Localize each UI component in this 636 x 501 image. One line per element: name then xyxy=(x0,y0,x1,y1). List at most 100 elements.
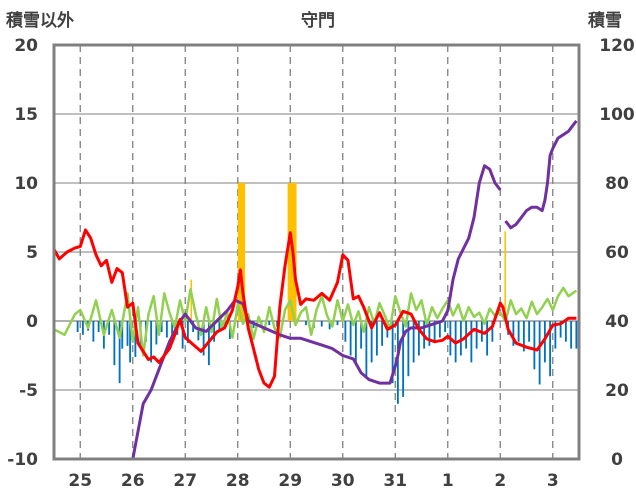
left-tick-label: -5 xyxy=(19,381,38,401)
snow_change-bar xyxy=(407,321,410,377)
snow_change-bar xyxy=(428,321,431,346)
right-tick-label: 0 xyxy=(611,450,623,470)
snow_change-bar xyxy=(538,321,541,385)
right-tick-label: 20 xyxy=(605,381,629,401)
snow_change-bar xyxy=(92,321,95,342)
left-tick-label: 20 xyxy=(14,36,38,56)
snow_change-bar xyxy=(412,321,415,363)
snow_change-bar xyxy=(113,321,116,366)
snow_change-bar xyxy=(360,321,363,349)
snow_change-bar xyxy=(150,321,153,363)
left-tick-label: 5 xyxy=(26,243,38,263)
snow_change-bar xyxy=(126,321,129,346)
snow_change-bar xyxy=(570,321,573,349)
snow_depth_2-line xyxy=(504,119,578,230)
snow_change-bar xyxy=(160,321,163,333)
temperature-line xyxy=(52,228,577,389)
snow_change-bar xyxy=(512,321,515,346)
x-tick-label: 2 xyxy=(494,471,506,491)
wind-line xyxy=(53,286,578,357)
x-tick-label: 27 xyxy=(173,471,197,491)
snow_change-bar xyxy=(349,321,352,356)
snow_change-bar xyxy=(134,321,137,357)
left-tick-label: 0 xyxy=(26,312,38,332)
snow_change-bar xyxy=(533,321,536,370)
snowfall-bar xyxy=(237,183,246,321)
left-tick-label: 10 xyxy=(14,174,38,194)
snow_change-bar xyxy=(444,321,447,333)
snow_change-bar xyxy=(320,321,323,327)
snow_change-bar xyxy=(97,321,100,333)
snow_change-bar xyxy=(391,321,394,384)
snow_change-bar xyxy=(491,321,494,342)
snow_change-bar xyxy=(213,321,216,342)
snow_change-bar xyxy=(528,321,531,342)
chart-title: 守門 xyxy=(301,10,335,31)
grid xyxy=(54,44,579,460)
snow_change-bar xyxy=(522,321,525,352)
x-tick-label: 30 xyxy=(331,471,355,491)
snow_change-bar xyxy=(381,321,384,346)
snowfall-bar xyxy=(504,231,507,321)
x-tick-label: 25 xyxy=(68,471,92,491)
snow_change-bar xyxy=(336,321,339,326)
line-layer xyxy=(52,119,578,461)
right-axis-title: 積雪 xyxy=(588,10,622,31)
right-tick-label: 100 xyxy=(599,105,635,125)
x-tick-label: 29 xyxy=(278,471,302,491)
snow_change-bar xyxy=(549,321,552,377)
snow_change-bar xyxy=(186,321,189,344)
right-tick-label: 40 xyxy=(605,312,629,332)
snow_change-bar xyxy=(305,321,307,326)
snow_change-bar xyxy=(155,321,158,345)
x-tick-label: 1 xyxy=(442,471,454,491)
snow_change-bar xyxy=(197,321,200,341)
snow_change-bar xyxy=(575,321,578,349)
snow_change-bar xyxy=(354,321,357,366)
snow_change-bar xyxy=(438,321,441,338)
plot-frame xyxy=(52,43,581,461)
left-tick-label: -10 xyxy=(7,450,38,470)
snow_change-bar xyxy=(218,321,221,331)
snow_change-bar xyxy=(365,321,368,377)
snow_change-bar xyxy=(118,321,121,384)
snow_change-bar xyxy=(543,321,546,363)
right-tick-label: 60 xyxy=(605,243,629,263)
snow_change-bar xyxy=(459,321,462,356)
snow_change-bar xyxy=(486,321,489,356)
snow_change-bar xyxy=(559,321,562,338)
snow_change-bar xyxy=(417,321,420,356)
snow_change-bar xyxy=(328,321,331,330)
tick-labels: -10 -5 0 5 10 15 20 0 20 40 60 80 100 120 25 26 27 28 29 30… xyxy=(7,36,635,491)
right-tick-label: 120 xyxy=(599,36,635,56)
x-tick-label: 31 xyxy=(383,471,407,491)
snow_change-bar xyxy=(375,321,378,356)
x-tick-label: 28 xyxy=(226,471,250,491)
snow_change-bar xyxy=(121,321,124,349)
snow_change-bar xyxy=(165,321,168,338)
snow_change-bar xyxy=(76,321,79,333)
snow_change-bar xyxy=(268,321,271,326)
snowfall-bar xyxy=(190,279,193,321)
snow_change-bar xyxy=(171,321,174,342)
snow_change-bar xyxy=(433,321,436,344)
snow_change-bar xyxy=(344,321,347,342)
left-tick-label: 15 xyxy=(14,105,38,125)
snow_change-bar xyxy=(181,321,184,349)
snow_change-bar xyxy=(129,321,132,363)
snow_change-bar xyxy=(108,321,111,335)
snow_change-bar xyxy=(396,321,399,404)
x-tick-label: 3 xyxy=(547,471,559,491)
snow_change-bar xyxy=(402,321,405,397)
snow_change-bar xyxy=(475,321,478,349)
bar-layer xyxy=(76,183,578,404)
snow_change-bar xyxy=(554,321,557,349)
snow_change-bar xyxy=(470,321,473,363)
snow_change-bar xyxy=(564,321,567,342)
snow_change-bar xyxy=(370,321,373,363)
left-axis-title: 積雪以外 xyxy=(6,10,74,31)
snow_change-bar xyxy=(202,321,205,356)
snow_change-bar xyxy=(517,321,520,342)
snow_change-bar xyxy=(81,321,84,335)
